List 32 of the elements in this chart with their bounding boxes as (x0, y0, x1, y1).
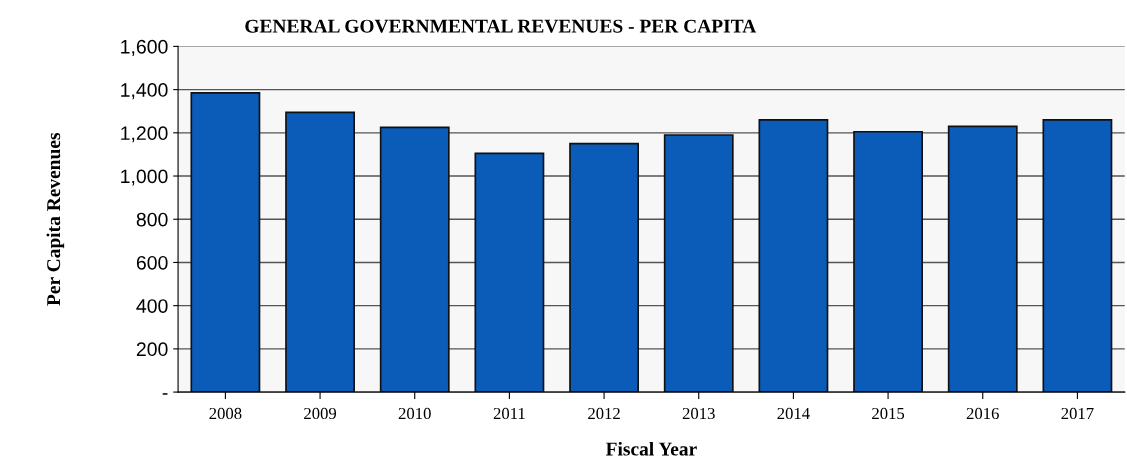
y-tick-label: 800 (136, 212, 168, 227)
y-tick-label: 1,200 (121, 126, 168, 143)
bar (379, 126, 450, 393)
bar (285, 111, 355, 393)
x-tick-label: 2016 (966, 407, 999, 420)
bar (474, 152, 545, 393)
x-tick-label: 2012 (588, 407, 620, 420)
y-tick-label: 200 (136, 342, 168, 357)
x-tick-label: 2011 (493, 407, 525, 420)
x-tick-label: 2008 (209, 407, 242, 420)
bar (190, 92, 261, 393)
x-tick-label: 2017 (1061, 407, 1094, 420)
y-tick-label: 600 (136, 255, 168, 270)
x-tick-label: 2010 (398, 407, 431, 420)
bar (569, 142, 639, 393)
bar (853, 130, 923, 393)
y-tick-label: 400 (136, 299, 168, 313)
bar (663, 134, 734, 393)
x-tick-label: 2014 (777, 407, 810, 420)
y-axis-title: Per Capita Revenues (46, 132, 65, 306)
bar (947, 125, 1018, 393)
y-tick-label: 1,400 (121, 83, 168, 100)
x-axis-title: Fiscal Year (605, 441, 697, 456)
x-tick-label: 2013 (682, 407, 715, 420)
bar (1042, 119, 1113, 393)
bar (758, 119, 829, 393)
x-tick-label: 2009 (304, 407, 337, 420)
y-tick-label: 1,000 (121, 169, 168, 186)
x-tick-label: 2015 (872, 407, 905, 420)
y-tick-label: 1,600 (121, 39, 168, 56)
chart-title: GENERAL GOVERNMENTAL REVENUES - PER CAPITA (245, 19, 757, 33)
y-tick-label: - (162, 393, 168, 395)
